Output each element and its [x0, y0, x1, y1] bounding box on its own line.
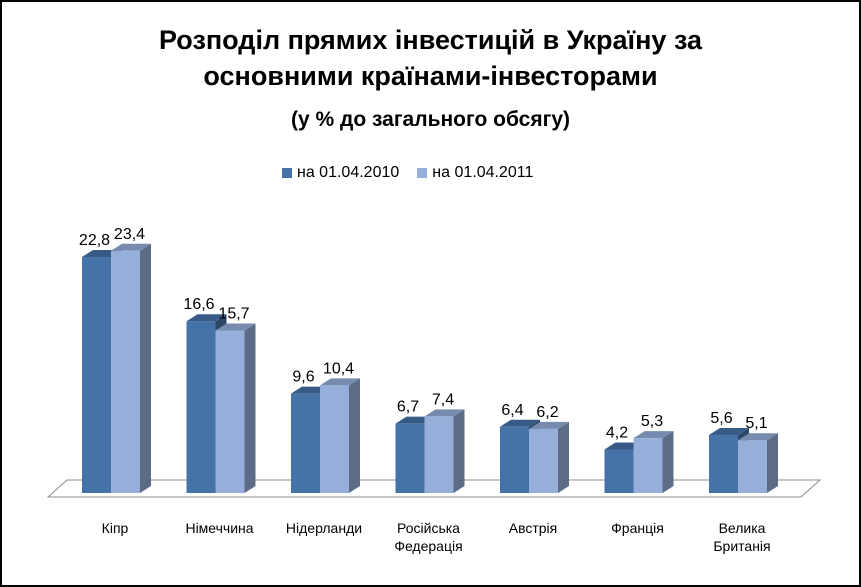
bar-top-2010	[709, 428, 749, 436]
legend-swatch-2011	[417, 168, 428, 178]
bar-side-2011	[140, 243, 151, 493]
chart-title-line-1: Розподіл прямих інвестицій в Україну за	[158, 25, 703, 55]
bar-2010	[186, 321, 216, 493]
bar-2010	[395, 423, 425, 493]
bar-top-2011	[738, 433, 778, 441]
legend-label-2010: на 01.04.2010	[297, 164, 400, 181]
value-label-2010: 6,7	[397, 399, 419, 416]
bar-2010	[291, 393, 320, 493]
bar-2010	[604, 449, 634, 493]
value-label-2011: 5,1	[745, 415, 767, 432]
value-label-2011: 15,7	[218, 306, 249, 323]
value-label-2011: 10,4	[323, 360, 354, 377]
value-label-2011: 7,4	[432, 391, 454, 408]
category-label: Федерація	[394, 538, 462, 554]
value-label-2010: 9,6	[292, 369, 314, 386]
bar-side-2011	[349, 378, 360, 493]
value-label-2011: 23,4	[114, 226, 145, 243]
bar-2011	[111, 250, 140, 493]
bar-side-2011	[558, 421, 569, 493]
bar-top-2010	[186, 314, 227, 322]
value-label-2010: 5,6	[710, 410, 732, 427]
category-label: Велика	[719, 520, 766, 536]
bar-top-2011	[633, 431, 674, 439]
value-label-2010: 4,2	[606, 425, 628, 442]
chart-subtitle: (у % до загального обсягу)	[290, 108, 571, 131]
value-label-2010: 6,4	[501, 402, 523, 419]
category-label: Російська	[397, 520, 460, 536]
bar-top-2010	[500, 419, 540, 427]
bar-top-2011	[424, 409, 465, 417]
legend-item-2011: на 01.04.2011	[417, 164, 533, 182]
bar-side-2011	[244, 323, 256, 493]
bar-2011	[320, 385, 349, 493]
bar-top-2011	[320, 378, 360, 386]
bar-2010	[709, 435, 738, 493]
value-label-2010: 16,6	[183, 296, 214, 313]
bar-side-2011	[453, 409, 465, 493]
legend-label-2011: на 01.04.2011	[432, 164, 534, 181]
legend-item-2010: на 01.04.2010	[282, 164, 399, 182]
bar-2010	[500, 426, 529, 493]
value-label-2011: 6,2	[536, 404, 558, 421]
category-label: Франція	[611, 520, 664, 536]
category-label: Австрія	[509, 520, 558, 536]
bar-2011	[529, 428, 558, 493]
bar-top-2011	[529, 421, 569, 429]
bar-side-2011	[662, 431, 674, 493]
bar-2011	[215, 330, 245, 493]
bar-2011	[738, 440, 767, 493]
category-label: Британія	[713, 538, 770, 554]
bar-2010	[82, 257, 111, 493]
bar-2011	[633, 438, 663, 493]
chart-title-line-2: основними країнами-інвесторами	[203, 61, 658, 91]
value-label-2010: 22,8	[79, 232, 110, 249]
category-label: Нідерланди	[286, 520, 362, 536]
value-label-2011: 5,3	[641, 413, 663, 430]
category-label: Німеччина	[185, 520, 253, 536]
bar-top-2011	[215, 323, 256, 331]
legend-swatch-2010	[282, 168, 292, 178]
bar-top-2011	[111, 243, 151, 251]
legend: на 01.04.2010 на 01.04.2011	[282, 164, 533, 182]
bar-side-2011	[767, 433, 778, 493]
category-label: Кіпр	[102, 520, 129, 536]
bar-2011	[424, 416, 454, 493]
